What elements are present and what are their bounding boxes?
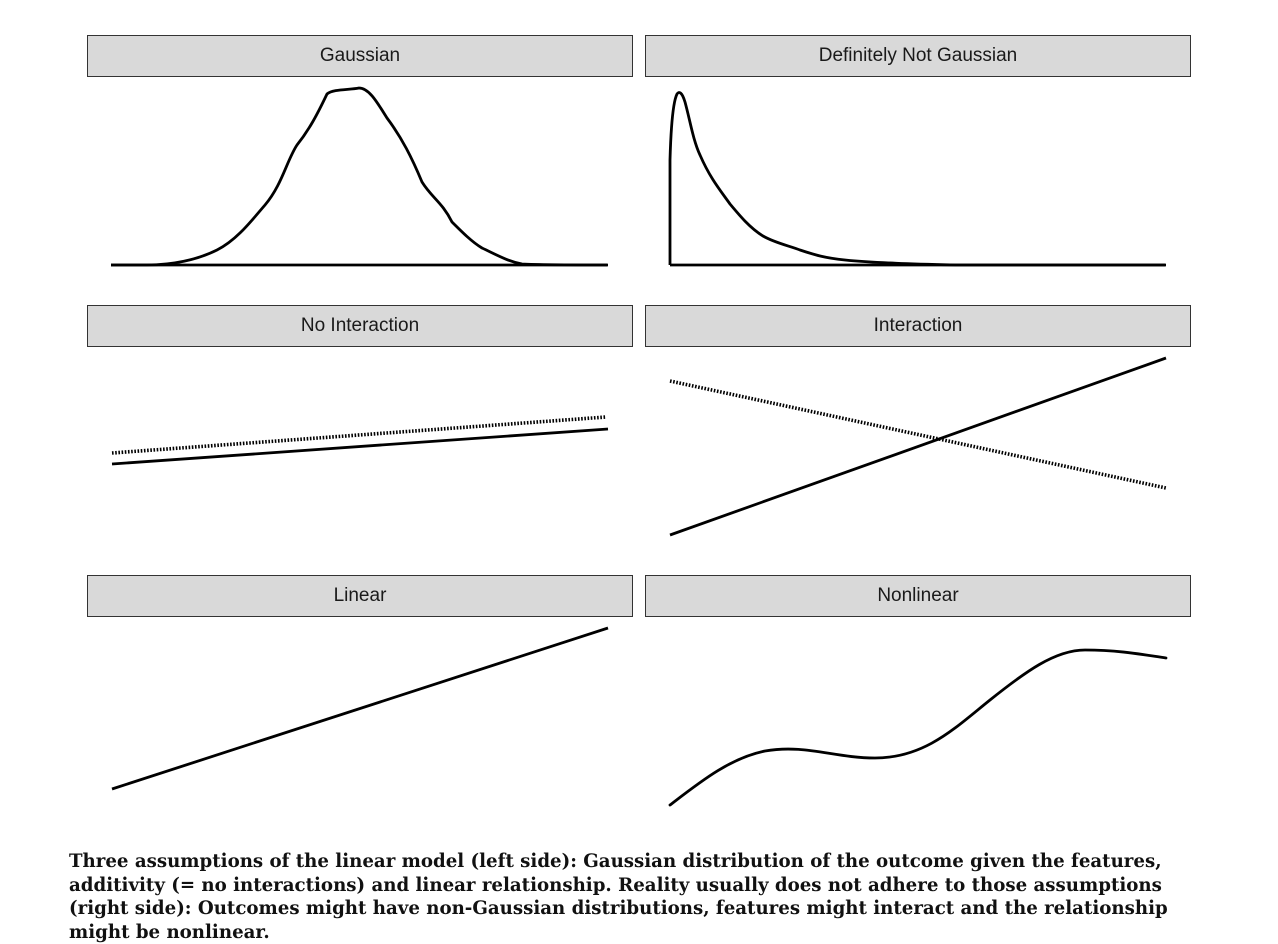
linear-plot	[87, 620, 633, 820]
not-gaussian-plot	[645, 80, 1191, 280]
interaction-dotted-line	[669, 379, 1167, 490]
nonlinear-plot	[645, 620, 1191, 820]
interaction-plot	[645, 350, 1191, 550]
linear-relationship-line	[111, 626, 609, 791]
panel-title-not-gaussian: Definitely Not Gaussian	[645, 35, 1191, 77]
no-interaction-plot	[87, 350, 633, 550]
panel-title-no-interaction: No Interaction	[87, 305, 633, 347]
panel-title-interaction: Interaction	[645, 305, 1191, 347]
figure-caption: Three assumptions of the linear model (l…	[69, 851, 1168, 943]
interaction-solid-line	[669, 356, 1167, 537]
gaussian-plot	[87, 80, 633, 280]
no-interaction-solid-line	[111, 427, 609, 466]
no-interaction-dotted-line	[111, 415, 607, 455]
nonlinear-relationship-curve	[668, 648, 1168, 807]
skewed-density-curve	[668, 91, 1165, 267]
panel-title-gaussian: Gaussian	[87, 35, 633, 77]
panel-title-linear: Linear	[87, 575, 633, 617]
gaussian-density-curve	[111, 86, 608, 267]
panel-title-nonlinear: Nonlinear	[645, 575, 1191, 617]
